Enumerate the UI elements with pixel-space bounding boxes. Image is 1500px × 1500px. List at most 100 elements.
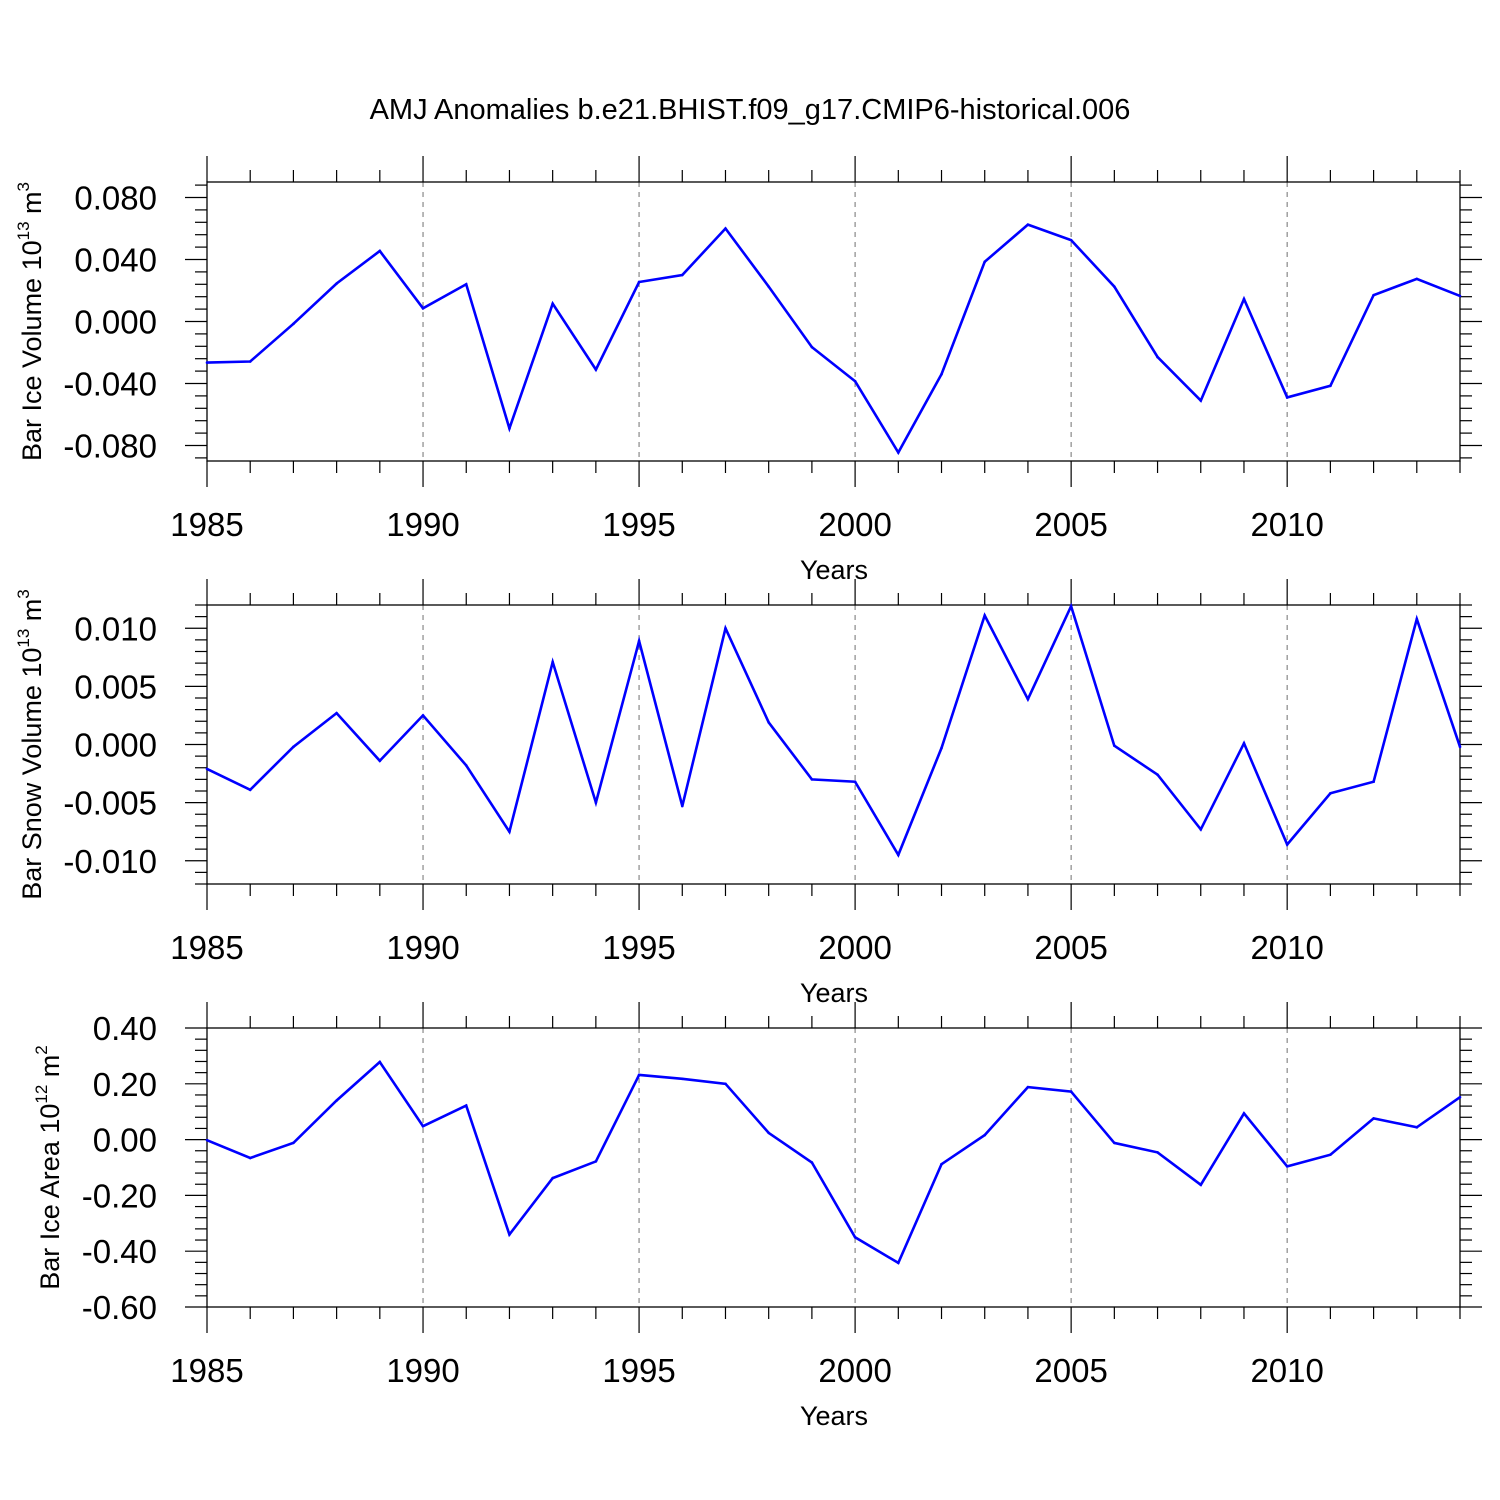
data-point <box>940 1162 943 1166</box>
data-point <box>421 714 425 717</box>
data-point <box>1026 697 1030 701</box>
panel-ice-volume: 1985 1990 1995 2000 2005 2010 0.080 0.040 0.000 -… <box>14 156 1482 585</box>
y-tick-label: 0.40 <box>93 1010 157 1047</box>
data-point <box>1372 780 1375 783</box>
data-point <box>335 1099 338 1102</box>
data-point <box>983 1133 987 1137</box>
data-point <box>378 249 382 253</box>
data-point <box>508 427 511 430</box>
data-point <box>1329 384 1332 388</box>
panel-ice-area: 1985 1990 1995 2000 2005 2010 0.40 0.20 0.00 -0.2… <box>32 1002 1482 1431</box>
data-point <box>421 307 425 310</box>
data-point <box>1285 396 1289 399</box>
y-axis-label-unit-exponent: 2 <box>32 1045 51 1054</box>
y-tick-label: 0.20 <box>93 1066 157 1103</box>
data-point <box>724 227 727 230</box>
data-point <box>1458 745 1462 749</box>
data-point <box>1199 1183 1203 1187</box>
x-tick-label: 1995 <box>602 929 675 966</box>
data-point <box>378 1060 382 1064</box>
data-point <box>205 361 209 364</box>
plot-frame <box>206 1027 1461 1308</box>
x-tick-label: 2005 <box>1034 1352 1107 1389</box>
y-tick-label: 0.040 <box>74 242 157 279</box>
figure-title: AMJ Anomalies b.e21.BHIST.f09_g17.CMIP6-… <box>370 94 1131 126</box>
data-point <box>983 614 987 617</box>
x-tick-label: 2010 <box>1250 506 1323 543</box>
data-point <box>551 660 554 664</box>
data-point <box>1069 238 1073 242</box>
data-point <box>810 778 814 781</box>
data-point <box>853 379 857 383</box>
data-point <box>767 1131 770 1135</box>
y-axis-label-exponent: 12 <box>32 1085 51 1104</box>
data-point <box>1242 742 1246 745</box>
y-axis-label-unit-exponent: 3 <box>14 589 33 598</box>
data-point <box>1156 773 1159 777</box>
x-axis-label: Years <box>800 555 868 585</box>
x-tick-label: 1990 <box>386 929 459 966</box>
data-point <box>594 368 598 371</box>
data-point <box>983 260 987 264</box>
y-axis-label-unit-exponent: 3 <box>14 182 33 191</box>
data-point <box>292 1141 295 1145</box>
x-tick-label: 1990 <box>386 1352 459 1389</box>
x-tick-label: 2005 <box>1034 506 1107 543</box>
data-point <box>897 451 900 454</box>
y-tick-label: 0.000 <box>74 304 157 341</box>
data-point <box>637 1073 641 1077</box>
data-point <box>464 1104 468 1107</box>
x-tick-label: 2010 <box>1250 1352 1323 1389</box>
series-line-snow-volume <box>206 602 1462 858</box>
y-tick-label: -0.20 <box>82 1177 157 1214</box>
data-point <box>1069 604 1073 608</box>
data-point <box>637 639 641 643</box>
data-point <box>1285 1165 1289 1168</box>
data-point <box>248 788 252 792</box>
data-point <box>1329 1153 1332 1156</box>
data-point <box>1113 285 1116 288</box>
data-point <box>292 322 295 326</box>
data-point <box>1113 744 1116 747</box>
x-tick-label: 1985 <box>170 506 243 543</box>
data-point <box>551 302 554 305</box>
series-line-ice-volume <box>206 223 1461 456</box>
data-point <box>1156 355 1159 359</box>
y-tick-label: -0.080 <box>63 428 157 465</box>
data-point <box>335 711 338 715</box>
data-point <box>1458 294 1462 298</box>
data-point <box>1415 1126 1419 1129</box>
y-tick-label: -0.005 <box>63 785 157 822</box>
data-point <box>810 1161 814 1164</box>
data-point <box>1199 828 1203 831</box>
data-point <box>464 283 468 286</box>
y-axis-label: Bar Ice Area 1012 m2 <box>32 1045 65 1290</box>
data-point <box>205 767 209 771</box>
x-tick-label: 1995 <box>602 1352 675 1389</box>
x-tick-label: 1990 <box>386 506 459 543</box>
y-axis-label-exponent: 13 <box>14 629 33 648</box>
data-point <box>1372 1117 1375 1120</box>
x-axis-label: Years <box>800 1401 868 1431</box>
y-axis-label-prefix: Bar Ice Area 10 <box>35 1104 65 1290</box>
data-point <box>508 1233 511 1236</box>
data-point <box>897 1261 900 1265</box>
x-tick-label: 2005 <box>1034 929 1107 966</box>
data-point <box>508 830 511 833</box>
y-axis-label-unit: m <box>35 1055 65 1085</box>
x-axis-label: Years <box>800 978 868 1008</box>
data-point <box>378 759 382 763</box>
data-point <box>1415 277 1419 281</box>
data-point <box>292 745 295 749</box>
y-tick-label: 0.005 <box>74 668 157 705</box>
x-tick-label: 1995 <box>602 506 675 543</box>
y-axis-label-prefix: Bar Snow Volume 10 <box>17 648 47 900</box>
data-point <box>594 1160 598 1163</box>
data-point <box>680 1077 684 1081</box>
data-point <box>1113 1141 1116 1145</box>
data-point <box>680 804 684 808</box>
series-line-ice-area <box>206 1060 1461 1265</box>
panel-snow-volume: 1985 1990 1995 2000 2005 2010 0.010 0.005 0.000 -… <box>14 579 1482 1008</box>
x-tick-label: 2000 <box>818 929 891 966</box>
data-point <box>1026 1085 1030 1089</box>
